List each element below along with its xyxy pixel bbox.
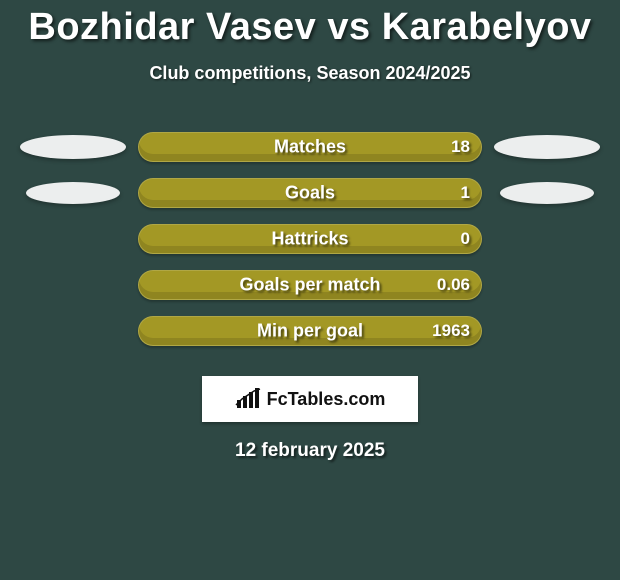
stat-row: Hattricks 0 (8, 216, 612, 262)
stat-label: Min per goal (257, 321, 363, 342)
right-slot (482, 262, 612, 308)
date-text: 12 february 2025 (8, 440, 612, 462)
stat-bar: Goals 1 (138, 178, 482, 208)
right-slot (482, 308, 612, 354)
brand-text: FcTables.com (267, 389, 386, 410)
stat-bar: Min per goal 1963 (138, 316, 482, 346)
stat-row: Min per goal 1963 (8, 308, 612, 354)
stat-right-value: 1963 (432, 321, 470, 341)
right-slot (482, 170, 612, 216)
stat-row: Goals per match 0.06 (8, 262, 612, 308)
player-left-marker (20, 135, 126, 159)
stats-rows: Matches 18 Goals 1 (8, 124, 612, 354)
stat-bar: Matches 18 (138, 132, 482, 162)
right-slot (482, 124, 612, 170)
right-slot (482, 216, 612, 262)
stat-row: Matches 18 (8, 124, 612, 170)
left-slot (8, 308, 138, 354)
left-slot (8, 216, 138, 262)
stat-right-value: 0 (461, 229, 470, 249)
stat-label: Hattricks (271, 229, 348, 250)
stat-bar: Goals per match 0.06 (138, 270, 482, 300)
stat-row: Goals 1 (8, 170, 612, 216)
player-left-marker (26, 182, 120, 204)
stat-label: Matches (274, 137, 346, 158)
stat-right-value: 18 (451, 137, 470, 157)
page-title: Bozhidar Vasev vs Karabelyov (8, 0, 612, 49)
left-slot (8, 124, 138, 170)
player-right-marker (494, 135, 600, 159)
brand-card[interactable]: FcTables.com (202, 376, 418, 422)
subtitle: Club competitions, Season 2024/2025 (8, 63, 612, 84)
left-slot (8, 170, 138, 216)
comparison-card: Bozhidar Vasev vs Karabelyov Club compet… (0, 0, 620, 462)
stat-label: Goals per match (239, 275, 380, 296)
stat-right-value: 0.06 (437, 275, 470, 295)
stat-right-value: 1 (461, 183, 470, 203)
left-slot (8, 262, 138, 308)
player-right-marker (500, 182, 594, 204)
chart-icon (235, 388, 263, 410)
stat-bar: Hattricks 0 (138, 224, 482, 254)
stat-label: Goals (285, 183, 335, 204)
